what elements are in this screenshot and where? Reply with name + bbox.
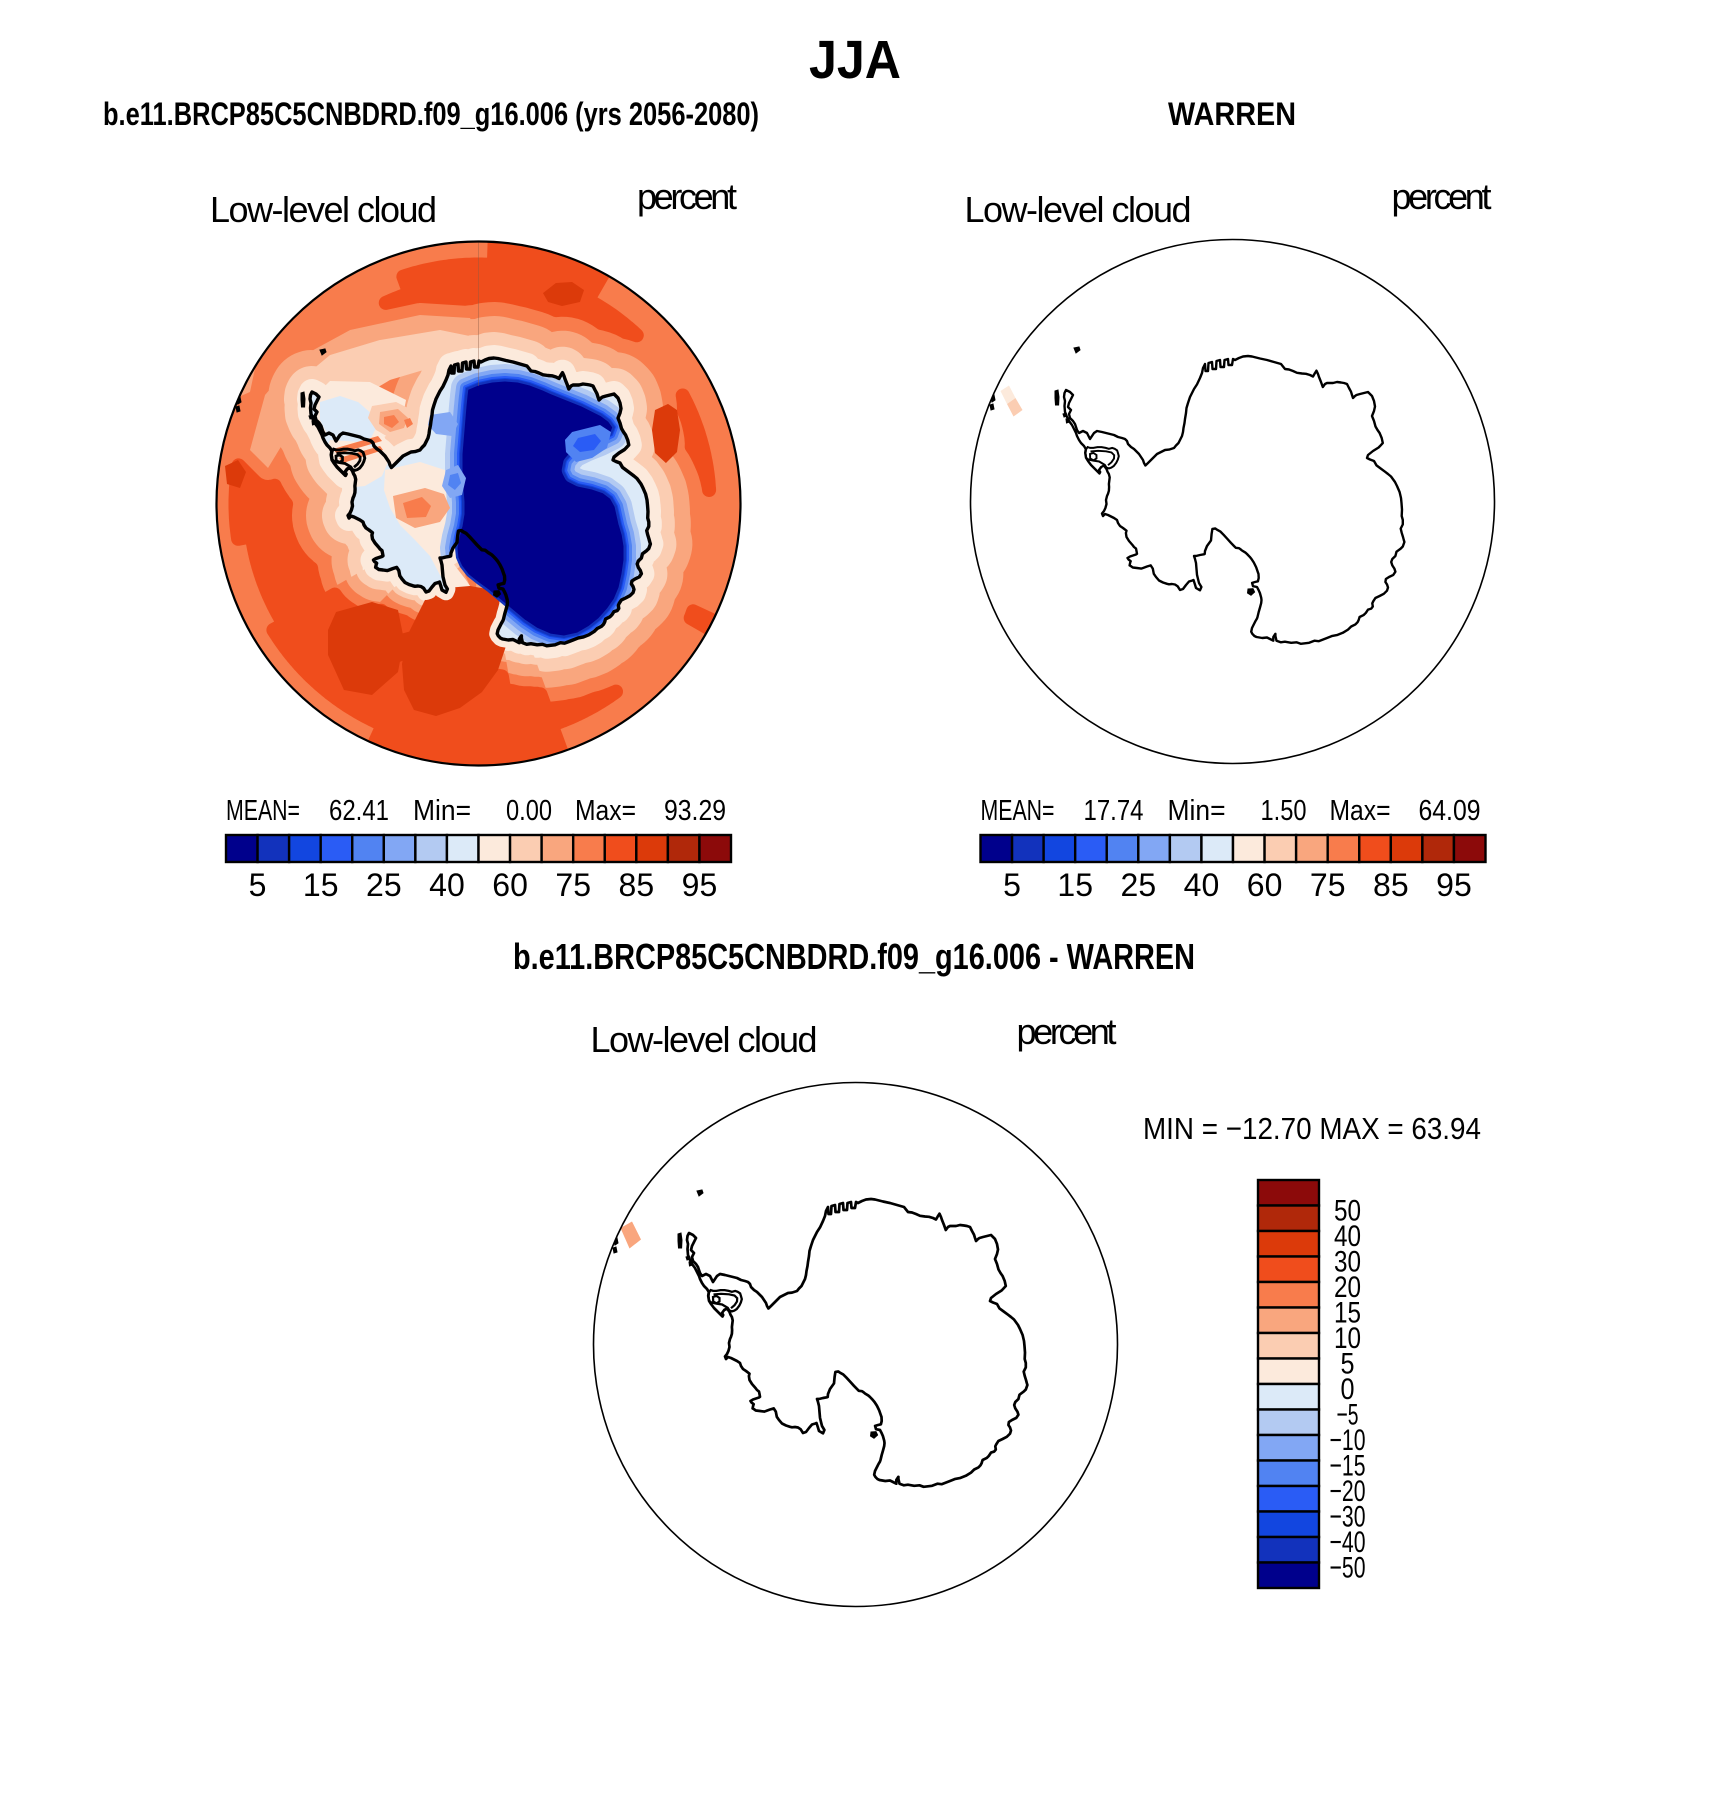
svg-text:b.e11.BRCP85C5CNBDRD.f09_g16.0: b.e11.BRCP85C5CNBDRD.f09_g16.006 - WARRE… [513,936,1195,977]
svg-text:b.e11.BRCP85C5CNBDRD.f09_g16.0: b.e11.BRCP85C5CNBDRD.f09_g16.006 (yrs 20… [103,96,759,132]
svg-text:percent: percent [637,176,737,217]
svg-text:30: 30 [1334,1246,1361,1279]
svg-text:JJA: JJA [809,30,901,90]
svg-text:60: 60 [1247,867,1283,903]
svg-text:15: 15 [1057,867,1093,903]
svg-text:0.00: 0.00 [506,795,552,827]
svg-text:64.09: 64.09 [1419,795,1481,827]
svg-text:93.29: 93.29 [664,795,726,827]
svg-text:Low-level cloud: Low-level cloud [591,1019,818,1060]
svg-text:1.50: 1.50 [1261,795,1307,827]
svg-text:MEAN=: MEAN= [981,795,1055,827]
svg-text:85: 85 [1373,867,1409,903]
svg-text:WARREN: WARREN [1168,96,1296,132]
svg-text:5: 5 [1341,1348,1355,1381]
svg-text:50: 50 [1334,1195,1361,1228]
svg-text:60: 60 [492,867,528,903]
svg-text:20: 20 [1334,1271,1361,1304]
svg-text:5: 5 [1003,867,1021,903]
svg-text:−20: −20 [1330,1475,1366,1508]
svg-text:−15: −15 [1330,1450,1366,1483]
svg-text:MEAN=: MEAN= [226,795,300,827]
svg-text:Max=: Max= [575,795,636,827]
svg-text:95: 95 [1436,867,1472,903]
svg-text:−40: −40 [1330,1526,1366,1559]
svg-text:5: 5 [249,867,267,903]
svg-text:Max=: Max= [1330,795,1391,827]
svg-text:25: 25 [366,867,402,903]
svg-text:MIN = −12.70 MAX = 63.94: MIN = −12.70 MAX = 63.94 [1143,1111,1481,1146]
svg-text:85: 85 [619,867,655,903]
svg-text:−50: −50 [1330,1552,1366,1585]
svg-text:75: 75 [555,867,591,903]
svg-text:40: 40 [429,867,465,903]
svg-text:Min=: Min= [1168,795,1226,827]
svg-text:−5: −5 [1337,1399,1359,1432]
svg-text:percent: percent [1392,176,1492,217]
svg-text:10: 10 [1334,1322,1361,1355]
svg-text:percent: percent [1017,1011,1117,1052]
svg-text:75: 75 [1310,867,1346,903]
svg-text:15: 15 [303,867,339,903]
svg-text:Low-level cloud: Low-level cloud [965,189,1192,230]
svg-text:0: 0 [1341,1373,1355,1406]
svg-text:Low-level cloud: Low-level cloud [210,189,437,230]
svg-text:25: 25 [1121,867,1157,903]
svg-text:17.74: 17.74 [1084,795,1144,827]
svg-text:−30: −30 [1330,1501,1366,1534]
svg-text:40: 40 [1184,867,1220,903]
svg-text:40: 40 [1334,1220,1361,1253]
svg-text:−10: −10 [1330,1424,1366,1457]
svg-text:15: 15 [1334,1297,1361,1330]
svg-text:62.41: 62.41 [329,795,389,827]
svg-text:95: 95 [682,867,718,903]
svg-text:Min=: Min= [413,795,471,827]
